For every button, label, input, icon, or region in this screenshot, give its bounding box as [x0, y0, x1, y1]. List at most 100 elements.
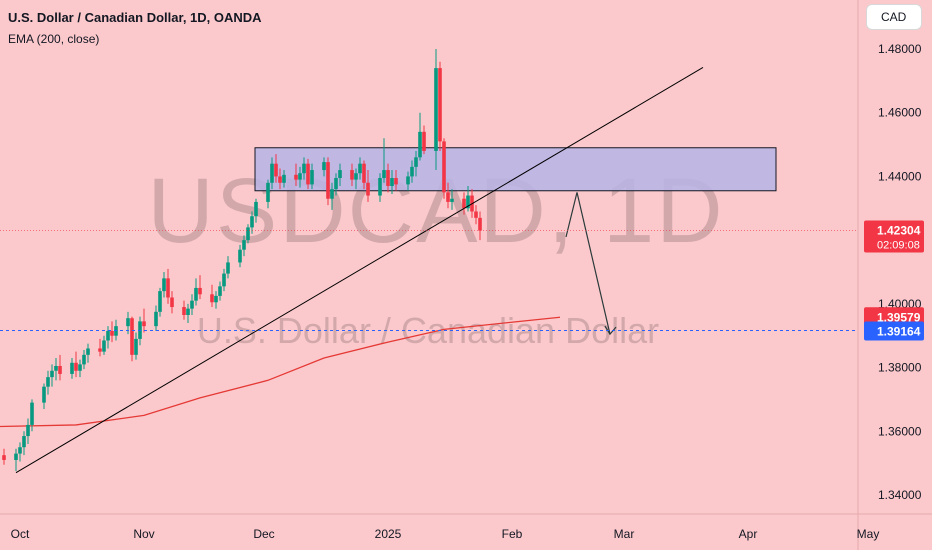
candle-body	[450, 198, 454, 202]
level-label: 1.39164	[877, 324, 921, 338]
candle	[182, 300, 186, 320]
candle-body	[254, 201, 258, 217]
candle	[254, 198, 258, 223]
level-badge	[864, 321, 924, 341]
candle-body	[242, 240, 246, 250]
candle-body	[30, 402, 34, 425]
candle-body	[442, 141, 446, 193]
candle-body	[466, 195, 470, 209]
candle	[74, 351, 78, 378]
candle	[266, 179, 270, 209]
candle-body	[54, 365, 58, 371]
x-tick-label: Mar	[614, 527, 635, 541]
candle-body	[2, 455, 6, 460]
candle	[294, 163, 298, 186]
currency-button[interactable]: CAD	[866, 4, 922, 30]
candle	[390, 170, 394, 194]
candle	[434, 49, 438, 171]
candle	[218, 281, 222, 301]
candle	[246, 224, 250, 244]
candle	[154, 305, 158, 331]
candle-body	[130, 318, 134, 355]
candle	[222, 268, 226, 292]
indicator-legend[interactable]: EMA (200, close)	[8, 32, 99, 46]
candle-body	[158, 291, 162, 312]
candle-body	[366, 182, 370, 196]
candle	[30, 399, 34, 432]
candle	[86, 343, 90, 363]
candle	[106, 326, 110, 349]
candle-body	[358, 163, 362, 174]
forecast-arrowhead	[604, 325, 617, 336]
candle-body	[354, 173, 358, 180]
candle	[22, 431, 26, 456]
candle-body	[190, 300, 194, 309]
x-tick-label: 2025	[375, 527, 402, 541]
candle-body	[250, 216, 254, 228]
candle	[18, 442, 22, 462]
candle	[298, 166, 302, 188]
candle-body	[58, 365, 62, 374]
candle	[418, 112, 422, 161]
candle-body	[98, 348, 102, 352]
candle-body	[474, 211, 478, 218]
candle	[42, 383, 46, 409]
bar-countdown-label: 02:09:08	[877, 239, 920, 251]
candle-body	[330, 189, 334, 199]
candle	[82, 350, 86, 370]
candle-body	[294, 174, 298, 180]
candle	[274, 154, 278, 183]
candle	[78, 359, 82, 378]
candle-body	[410, 166, 414, 177]
candle-body	[434, 68, 438, 151]
x-tick-label: May	[857, 527, 880, 541]
candle-body	[310, 170, 314, 185]
y-tick-label: 1.44000	[878, 169, 922, 183]
candle-body	[446, 192, 450, 202]
candle-body	[14, 453, 18, 460]
candle-body	[170, 297, 174, 308]
candle-body	[266, 182, 270, 202]
candle	[330, 182, 334, 210]
trendline	[15, 67, 704, 474]
candle-body	[394, 178, 398, 185]
candle-body	[418, 131, 422, 158]
x-tick-label: Dec	[253, 527, 274, 541]
candle-body	[166, 278, 170, 298]
x-tick-label: Apr	[739, 527, 758, 541]
candle-body	[198, 287, 202, 295]
candle	[158, 287, 162, 317]
candle	[410, 160, 414, 183]
candle-body	[350, 170, 354, 180]
candle	[350, 163, 354, 186]
candle	[386, 163, 390, 193]
candle-body	[270, 163, 274, 183]
candle-body	[390, 178, 394, 186]
candle	[110, 321, 114, 343]
candle-body	[78, 364, 82, 371]
candle-body	[282, 174, 286, 183]
candle-body	[306, 163, 310, 185]
candle	[190, 294, 194, 316]
y-tick-label: 1.48000	[878, 42, 922, 56]
candle	[270, 157, 274, 190]
candle-body	[18, 447, 22, 454]
candle	[238, 244, 242, 268]
candle	[50, 364, 54, 387]
candle-body	[50, 370, 54, 378]
candle	[358, 157, 362, 180]
ema-value-label: 1.39579	[877, 310, 921, 324]
candle	[310, 163, 314, 190]
candle	[210, 284, 214, 308]
candle-body	[186, 308, 190, 316]
candle-body	[246, 227, 250, 241]
x-tick-label: Nov	[133, 527, 154, 541]
candle-body	[226, 262, 230, 274]
y-tick-label: 1.34000	[878, 488, 922, 502]
candle	[302, 157, 306, 180]
candle	[354, 168, 358, 190]
candle-body	[462, 198, 466, 209]
